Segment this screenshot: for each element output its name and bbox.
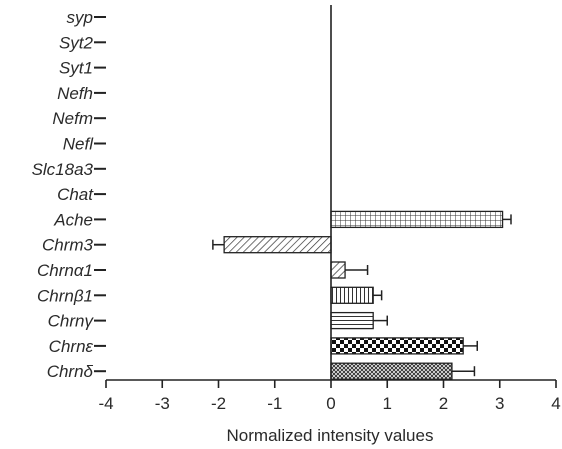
category-label: Syt2 xyxy=(59,33,94,52)
axes xyxy=(94,5,557,388)
x-tick-label: -1 xyxy=(267,394,282,413)
bar xyxy=(330,210,504,229)
bar xyxy=(330,311,374,330)
category-labels: syp Syt2 Syt1 Nefh Nefm Nefl Slc18a3 Chat Ache Ch… xyxy=(32,8,95,381)
x-tick-label: -2 xyxy=(211,394,226,413)
x-tick-label: 0 xyxy=(326,394,335,413)
category-label: Nefl xyxy=(63,135,94,154)
x-tick-label: 2 xyxy=(439,394,448,413)
bar xyxy=(330,261,346,279)
category-label: Ache xyxy=(53,210,93,229)
bar xyxy=(223,236,332,254)
category-label: Chrnα1 xyxy=(37,261,93,280)
category-label: Slc18a3 xyxy=(32,160,94,179)
x-tick-label: -4 xyxy=(98,394,113,413)
bars xyxy=(223,210,504,380)
x-tick-label: 3 xyxy=(495,394,504,413)
x-axis-title: Normalized intensity values xyxy=(227,426,434,445)
category-label: Nefm xyxy=(52,109,93,128)
category-label: Chat xyxy=(57,185,94,204)
error-bars xyxy=(212,214,512,377)
bar xyxy=(330,286,374,304)
category-label: Chrnδ xyxy=(47,362,94,381)
category-label: Chrnε xyxy=(49,337,94,356)
bar xyxy=(330,337,464,355)
x-tick-label: 1 xyxy=(383,394,392,413)
category-label: Chrnβ1 xyxy=(37,286,93,305)
category-label: Syt1 xyxy=(59,59,93,78)
bar xyxy=(330,362,453,380)
category-label: Nefh xyxy=(57,84,93,103)
category-label: Chrnγ xyxy=(48,312,95,331)
x-tick-label: 4 xyxy=(551,394,560,413)
category-label: syp xyxy=(67,8,93,27)
x-tick-labels: -4 -3 -2 -1 0 1 2 3 4 xyxy=(98,394,560,413)
category-label: Chrm3 xyxy=(42,236,94,255)
x-tick-label: -3 xyxy=(155,394,170,413)
